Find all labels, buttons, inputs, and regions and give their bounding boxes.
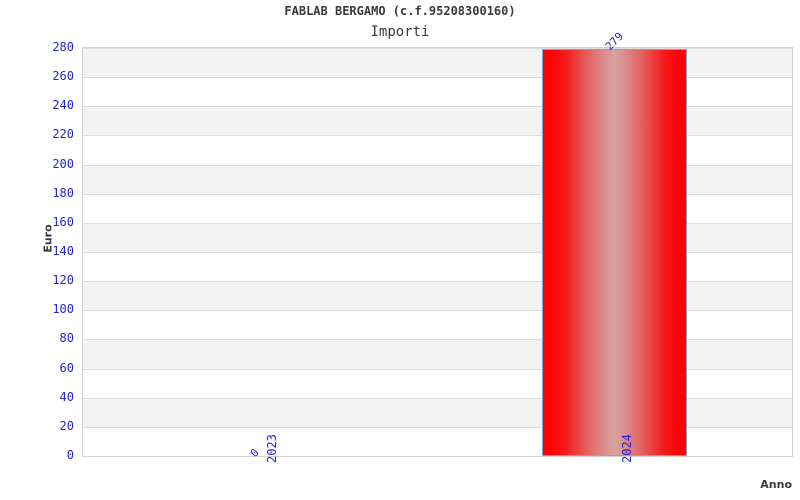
y-tick-280: 280 [52, 40, 74, 54]
gridline [83, 281, 792, 283]
gridline [83, 339, 792, 341]
x-tick-2024: 2024 [619, 434, 634, 463]
gridline [83, 397, 792, 399]
gridline [83, 368, 792, 370]
y-axis-title: Euro [41, 224, 55, 253]
y-tick-100: 100 [52, 302, 74, 317]
y-tick-0: 0 [66, 448, 74, 462]
y-tick-260: 260 [52, 69, 74, 84]
bar-fill [542, 49, 688, 456]
y-tick-80: 80 [59, 331, 74, 346]
x-tick-2023: 2023 [265, 434, 280, 463]
gridline [83, 48, 792, 49]
plot-area [82, 47, 793, 457]
gridline [83, 106, 792, 108]
y-tick-40: 40 [59, 389, 74, 404]
y-tick-20: 20 [59, 418, 74, 433]
y-tick-180: 180 [52, 185, 74, 200]
chart-title: FABLAB BERGAMO (c.f.95208300160) [284, 4, 516, 18]
x-axis-title: Anno [760, 478, 792, 491]
y-tick-140: 140 [52, 244, 74, 258]
y-tick-220: 220 [52, 127, 74, 142]
y-tick-240: 240 [52, 98, 74, 113]
y-tick-60: 60 [59, 360, 74, 375]
gridline [83, 310, 792, 312]
gridline [83, 193, 792, 195]
gridline [83, 164, 792, 166]
gridline [83, 77, 792, 79]
bar-2024[interactable] [542, 49, 688, 456]
y-tick-120: 120 [52, 273, 74, 288]
gridline [83, 222, 792, 224]
gridline [83, 135, 792, 137]
y-tick-200: 200 [52, 156, 74, 171]
gridline [83, 426, 792, 428]
y-tick-160: 160 [52, 214, 74, 229]
gridline [83, 252, 792, 253]
chart-subtitle: Importi [370, 24, 430, 40]
